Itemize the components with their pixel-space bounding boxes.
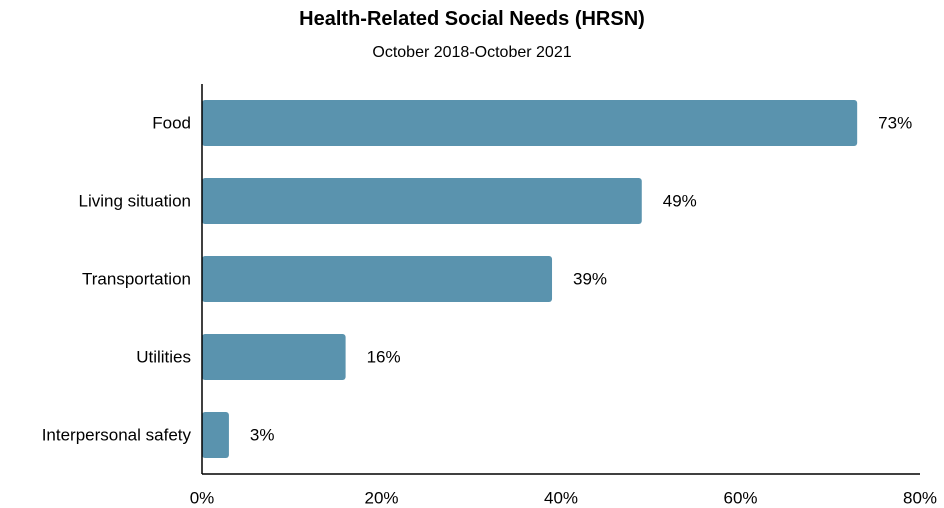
bar-interpersonal-safety [202,412,229,458]
chart-title: Health-Related Social Needs (HRSN) [299,8,645,30]
bar-living-situation [202,178,642,224]
x-tick-label: 60% [723,489,757,508]
x-tick-labels: 0% 20% 40% 60% 80% [190,489,937,508]
x-tick-label: 20% [364,489,398,508]
category-label: Interpersonal safety [42,426,192,445]
category-label: Transportation [82,270,191,289]
data-label: 73% [878,114,912,133]
bar-utilities [202,334,346,380]
x-tick-label: 80% [903,489,937,508]
data-label: 49% [663,192,697,211]
data-label: 16% [367,348,401,367]
category-label: Utilities [136,348,191,367]
x-tick-label: 0% [190,489,215,508]
x-tick-label: 40% [544,489,578,508]
bar-food [202,100,858,146]
chart-subtitle: October 2018-October 2021 [372,44,572,61]
bar-transportation [202,256,553,302]
category-label: Food [152,114,191,133]
data-label: 39% [573,270,607,289]
category-labels: Food Living situation Transportation Utilit… [42,114,192,445]
axes [201,84,920,475]
data-label: 3% [250,426,275,445]
data-labels: 73% 49% 39% 16% 3% [250,114,912,445]
bars-group [202,100,858,458]
category-label: Living situation [79,192,191,211]
